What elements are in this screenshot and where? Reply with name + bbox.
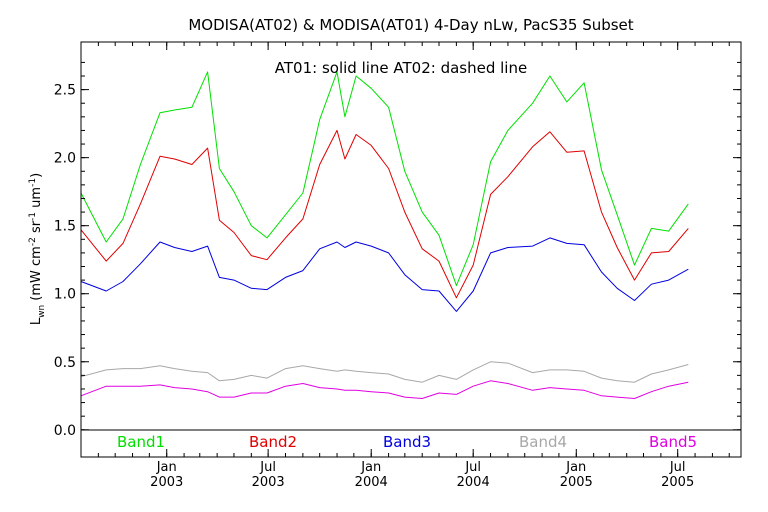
series-line-band1 xyxy=(80,71,689,287)
y-label-unit: (mW cm xyxy=(29,246,44,305)
series-layer xyxy=(80,71,689,399)
x-tick-label-year: 2004 xyxy=(355,475,388,490)
y-axis-label: Lwn (mW cm-2 sr-1 um-1) xyxy=(28,173,47,325)
x-tick-label-year: 2005 xyxy=(661,475,694,490)
series-line-band3 xyxy=(80,237,689,312)
x-tick-label-year: 2003 xyxy=(150,475,183,490)
y-label-main: L xyxy=(29,317,44,325)
y-label-sup-1: -2 xyxy=(28,237,38,246)
x-tick-label-month: Jul xyxy=(669,460,686,475)
x-tick-label-month: Jan xyxy=(360,460,381,475)
y-label-sup-2: -1 xyxy=(28,212,38,221)
y-tick-label: 0.5 xyxy=(54,355,76,371)
y-axis: 0.0 0.5 1.0 1.5 2.0 2.5 xyxy=(54,61,741,439)
y-tick-label: 2.5 xyxy=(54,83,76,99)
x-axis: Jan2003Jul2003Jan2004Jul2004Jan2005Jul20… xyxy=(80,42,730,490)
y-tick-label: 2.0 xyxy=(54,151,76,167)
plot-area xyxy=(80,41,742,458)
legend-item-band3: Band3 xyxy=(383,433,431,451)
y-tick-label: 1.5 xyxy=(54,219,76,235)
x-tick-label-month: Jan xyxy=(565,460,586,475)
x-tick-label-month: Jul xyxy=(259,460,276,475)
x-tick-label-month: Jan xyxy=(156,460,177,475)
legend-item-band5: Band5 xyxy=(649,433,697,451)
y-label-sub: wn xyxy=(37,305,47,318)
legend: Band1 Band2 Band3 Band4 Band5 xyxy=(117,433,697,451)
series-line-band4 xyxy=(80,361,689,383)
y-label-mid: sr xyxy=(29,220,44,237)
chart-title: MODISA(AT02) & MODISA(AT01) 4-Day nLw, P… xyxy=(188,16,633,34)
y-label-close: ) xyxy=(29,173,44,178)
x-tick-label-year: 2003 xyxy=(252,475,285,490)
line-style-annotation: AT01: solid line AT02: dashed line xyxy=(275,59,527,77)
y-tick-label: 0.0 xyxy=(54,423,76,439)
x-tick-label-year: 2004 xyxy=(457,475,490,490)
legend-item-band1: Band1 xyxy=(117,433,165,451)
legend-item-band2: Band2 xyxy=(249,433,297,451)
plot-frame xyxy=(80,41,742,458)
legend-item-band4: Band4 xyxy=(519,433,567,451)
y-label-end: um xyxy=(29,187,44,212)
x-tick-label-year: 2005 xyxy=(560,475,593,490)
series-line-band2 xyxy=(80,129,689,299)
x-tick-label-month: Jul xyxy=(464,460,481,475)
series-line-band5 xyxy=(80,380,689,399)
y-label-sup-3: -1 xyxy=(28,178,38,187)
y-tick-label: 1.0 xyxy=(54,287,76,303)
